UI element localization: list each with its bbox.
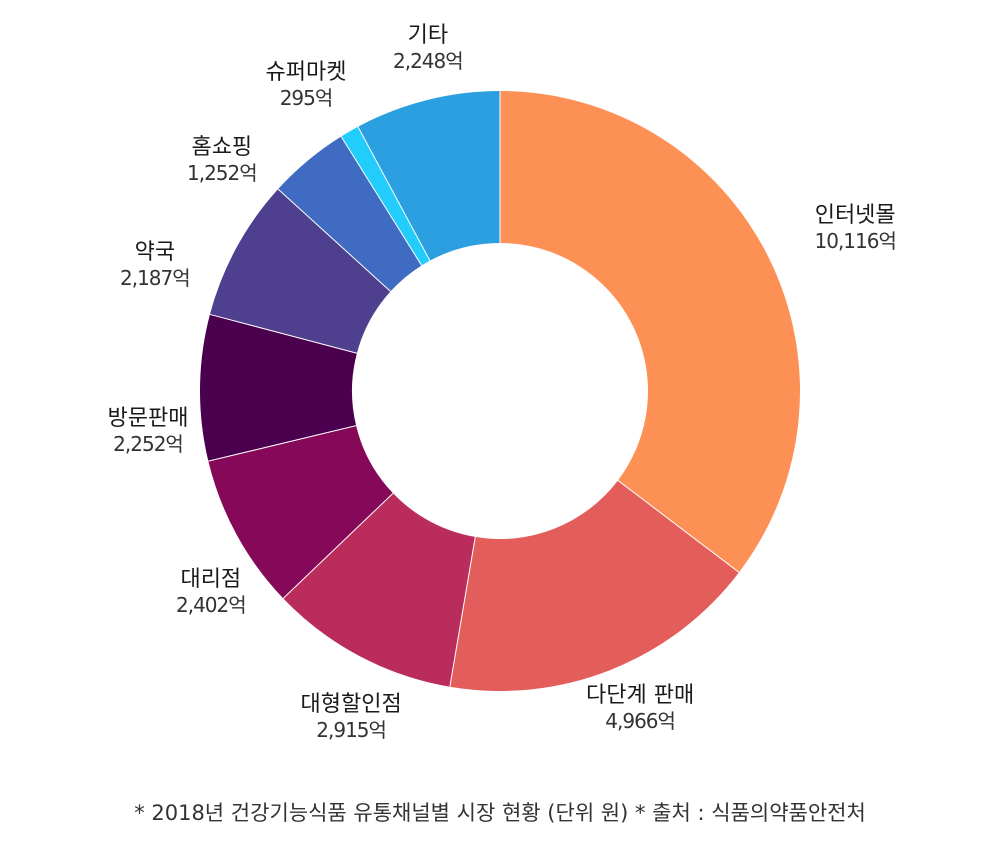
slice-separator bbox=[617, 480, 740, 573]
slice-label-value: 2,402억 bbox=[176, 593, 247, 618]
slice-label-value: 295억 bbox=[279, 86, 334, 111]
slice-label-name: 인터넷몰 bbox=[814, 203, 896, 228]
slice-label-name: 슈퍼마켓 bbox=[265, 60, 347, 85]
slice-1 bbox=[449, 480, 739, 691]
slice-label-1: 다단계 판매 4,966억 bbox=[586, 683, 694, 733]
slice-label-value: 2,187억 bbox=[120, 266, 191, 291]
slice-label-value: 1,252억 bbox=[187, 161, 258, 186]
slice-label-value: 10,116억 bbox=[814, 229, 897, 254]
slice-8 bbox=[357, 91, 500, 261]
slice-separator bbox=[340, 136, 423, 266]
slice-label-name: 다단계 판매 bbox=[586, 683, 695, 708]
footnote: * 2018년 건강기능식품 유통채널별 시장 현황 (단위 원) * 출처 :… bbox=[134, 801, 866, 825]
slice-label-name: 약국 bbox=[134, 240, 176, 265]
slice-label-2: 대형할인점 2,915억 bbox=[301, 692, 402, 742]
slice-5 bbox=[209, 189, 391, 354]
slice-separator bbox=[357, 126, 431, 261]
slice-3 bbox=[208, 425, 394, 599]
slice-6 bbox=[278, 136, 422, 292]
slice-label-7: 슈퍼마켓 295억 bbox=[266, 60, 347, 110]
slice-4 bbox=[200, 314, 357, 462]
slice-label-value: 2,248억 bbox=[393, 49, 464, 74]
slice-label-name: 대리점 bbox=[180, 567, 242, 592]
slice-separator bbox=[209, 313, 358, 354]
slice-0 bbox=[500, 91, 801, 573]
slice-label-name: 홈쇼핑 bbox=[191, 135, 253, 160]
slice-separator bbox=[449, 536, 476, 687]
slice-label-3: 대리점 2,402억 bbox=[176, 567, 247, 618]
slice-label-value: 2,915억 bbox=[316, 718, 387, 743]
slice-separator bbox=[282, 492, 394, 599]
slice-label-4: 방문판매 2,252억 bbox=[108, 406, 189, 456]
slice-separator bbox=[208, 425, 357, 462]
slice-label-8: 기타 2,248억 bbox=[393, 23, 464, 74]
slice-7 bbox=[341, 126, 430, 266]
slice-label-name: 기타 bbox=[407, 23, 449, 48]
slice-label-name: 방문판매 bbox=[107, 406, 189, 431]
slice-label-5: 약국 2,187억 bbox=[120, 240, 191, 291]
slice-label-6: 홈쇼핑 1,252억 bbox=[187, 135, 258, 186]
slice-label-0: 인터넷몰 10,116억 bbox=[814, 203, 897, 254]
slice-separator bbox=[277, 188, 391, 292]
slice-label-name: 대형할인점 bbox=[300, 692, 402, 717]
slice-label-value: 2,252억 bbox=[113, 432, 184, 457]
slice-2 bbox=[283, 493, 476, 687]
slice-label-value: 4,966억 bbox=[605, 709, 676, 734]
